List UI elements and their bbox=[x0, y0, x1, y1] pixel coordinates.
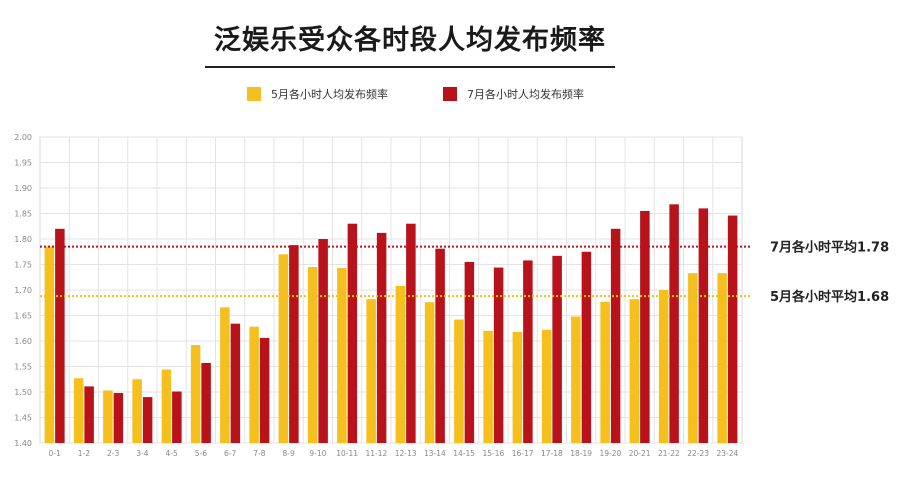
bar-may bbox=[541, 329, 552, 443]
bar-may bbox=[44, 246, 55, 443]
x-tick-label: 22-23 bbox=[687, 449, 709, 458]
x-tick-label: 14-15 bbox=[453, 449, 475, 458]
bar-may bbox=[161, 369, 172, 443]
y-tick-label: 2.00 bbox=[14, 133, 32, 142]
y-tick-label: 1.55 bbox=[14, 363, 32, 372]
x-tick-label: 1-2 bbox=[78, 449, 90, 458]
x-tick-label: 12-13 bbox=[395, 449, 417, 458]
bar-july bbox=[406, 223, 416, 443]
x-tick-label: 11-12 bbox=[365, 449, 387, 458]
chart-title: 泛娱乐受众各时段人均发布频率 bbox=[214, 25, 606, 56]
average-label: 7月各小时平均1.78 bbox=[770, 240, 889, 256]
legend-label-july: 7月各小时人均发布频率 bbox=[467, 88, 584, 101]
bar-july bbox=[523, 260, 533, 443]
y-tick-label: 1.60 bbox=[14, 337, 32, 346]
x-tick-label: 7-8 bbox=[253, 449, 265, 458]
bar-may bbox=[307, 267, 318, 443]
bar-july bbox=[230, 323, 241, 443]
y-tick-label: 1.95 bbox=[14, 159, 32, 168]
y-tick-label: 1.40 bbox=[14, 439, 32, 448]
x-tick-label: 8-9 bbox=[283, 449, 295, 458]
bar-july bbox=[669, 204, 679, 443]
x-tick-label: 2-3 bbox=[107, 449, 119, 458]
x-tick-label: 20-21 bbox=[629, 449, 651, 458]
title-underline bbox=[205, 66, 615, 68]
x-tick-label: 16-17 bbox=[512, 449, 534, 458]
x-tick-label: 3-4 bbox=[136, 449, 148, 458]
bar-may bbox=[424, 302, 435, 443]
legend-item-july: 7月各小时人均发布频率 bbox=[443, 86, 584, 102]
bar-july bbox=[435, 248, 445, 443]
bar-may bbox=[132, 379, 142, 443]
bar-july bbox=[581, 251, 592, 443]
bar-may bbox=[395, 285, 406, 443]
y-tick-label: 1.50 bbox=[14, 388, 32, 397]
bar-may bbox=[366, 299, 376, 443]
y-tick-label: 1.45 bbox=[14, 414, 32, 423]
bar-july bbox=[259, 337, 270, 443]
x-tick-label: 21-22 bbox=[658, 449, 680, 458]
y-tick-label: 1.85 bbox=[14, 210, 32, 219]
bar-july bbox=[698, 208, 709, 443]
legend-item-may: 5月各小时人均发布频率 bbox=[247, 86, 388, 102]
bar-july bbox=[347, 223, 358, 443]
y-tick-label: 1.65 bbox=[14, 312, 32, 321]
bar-july bbox=[493, 267, 504, 443]
bar-july bbox=[727, 215, 738, 443]
bar-may bbox=[571, 316, 581, 443]
x-tick-label: 18-19 bbox=[570, 449, 592, 458]
bar-may bbox=[688, 273, 698, 443]
y-tick-label: 1.70 bbox=[14, 286, 32, 295]
bar-may bbox=[658, 290, 669, 443]
bar-may bbox=[337, 268, 347, 443]
x-tick-label: 15-16 bbox=[482, 449, 504, 458]
x-tick-label: 17-18 bbox=[541, 449, 563, 458]
bar-july bbox=[201, 362, 211, 443]
y-tick-label: 1.90 bbox=[14, 184, 32, 193]
y-tick-label: 1.75 bbox=[14, 261, 32, 270]
bar-july bbox=[55, 228, 65, 443]
bar-may bbox=[190, 345, 201, 443]
x-tick-label: 13-14 bbox=[424, 449, 446, 458]
bar-july bbox=[113, 393, 124, 443]
x-tick-label: 19-20 bbox=[599, 449, 621, 458]
bar-may bbox=[600, 301, 610, 443]
bar-july bbox=[552, 255, 562, 443]
x-tick-label: 5-6 bbox=[195, 449, 207, 458]
x-tick-label: 9-10 bbox=[309, 449, 326, 458]
bar-may bbox=[454, 319, 464, 443]
bar-july bbox=[142, 397, 153, 443]
bar-may bbox=[220, 307, 230, 443]
legend-label-may: 5月各小时人均发布频率 bbox=[271, 88, 388, 101]
bar-may bbox=[512, 331, 523, 443]
bar-july bbox=[376, 232, 387, 443]
bar-july bbox=[84, 386, 94, 443]
x-tick-label: 23-24 bbox=[716, 449, 738, 458]
bar-may bbox=[73, 378, 84, 443]
bar-may bbox=[629, 299, 640, 443]
bar-july bbox=[172, 391, 182, 443]
x-tick-label: 10-11 bbox=[336, 449, 358, 458]
x-tick-label: 6-7 bbox=[224, 449, 236, 458]
x-tick-label: 0-1 bbox=[49, 449, 61, 458]
bar-may bbox=[717, 273, 727, 443]
bar-july bbox=[289, 245, 299, 443]
legend-swatch-may bbox=[247, 87, 261, 101]
bar-may bbox=[249, 326, 259, 443]
bar-july bbox=[318, 239, 328, 443]
x-tick-label: 4-5 bbox=[166, 449, 178, 458]
bar-may bbox=[483, 330, 493, 443]
bar-july bbox=[610, 228, 621, 443]
y-tick-label: 1.80 bbox=[14, 235, 32, 244]
average-label: 5月各小时平均1.68 bbox=[770, 289, 889, 305]
bar-july bbox=[640, 210, 650, 443]
bar-may bbox=[278, 254, 289, 443]
bar-july bbox=[464, 261, 475, 443]
bar-may bbox=[103, 390, 113, 443]
legend-swatch-july bbox=[443, 87, 457, 101]
